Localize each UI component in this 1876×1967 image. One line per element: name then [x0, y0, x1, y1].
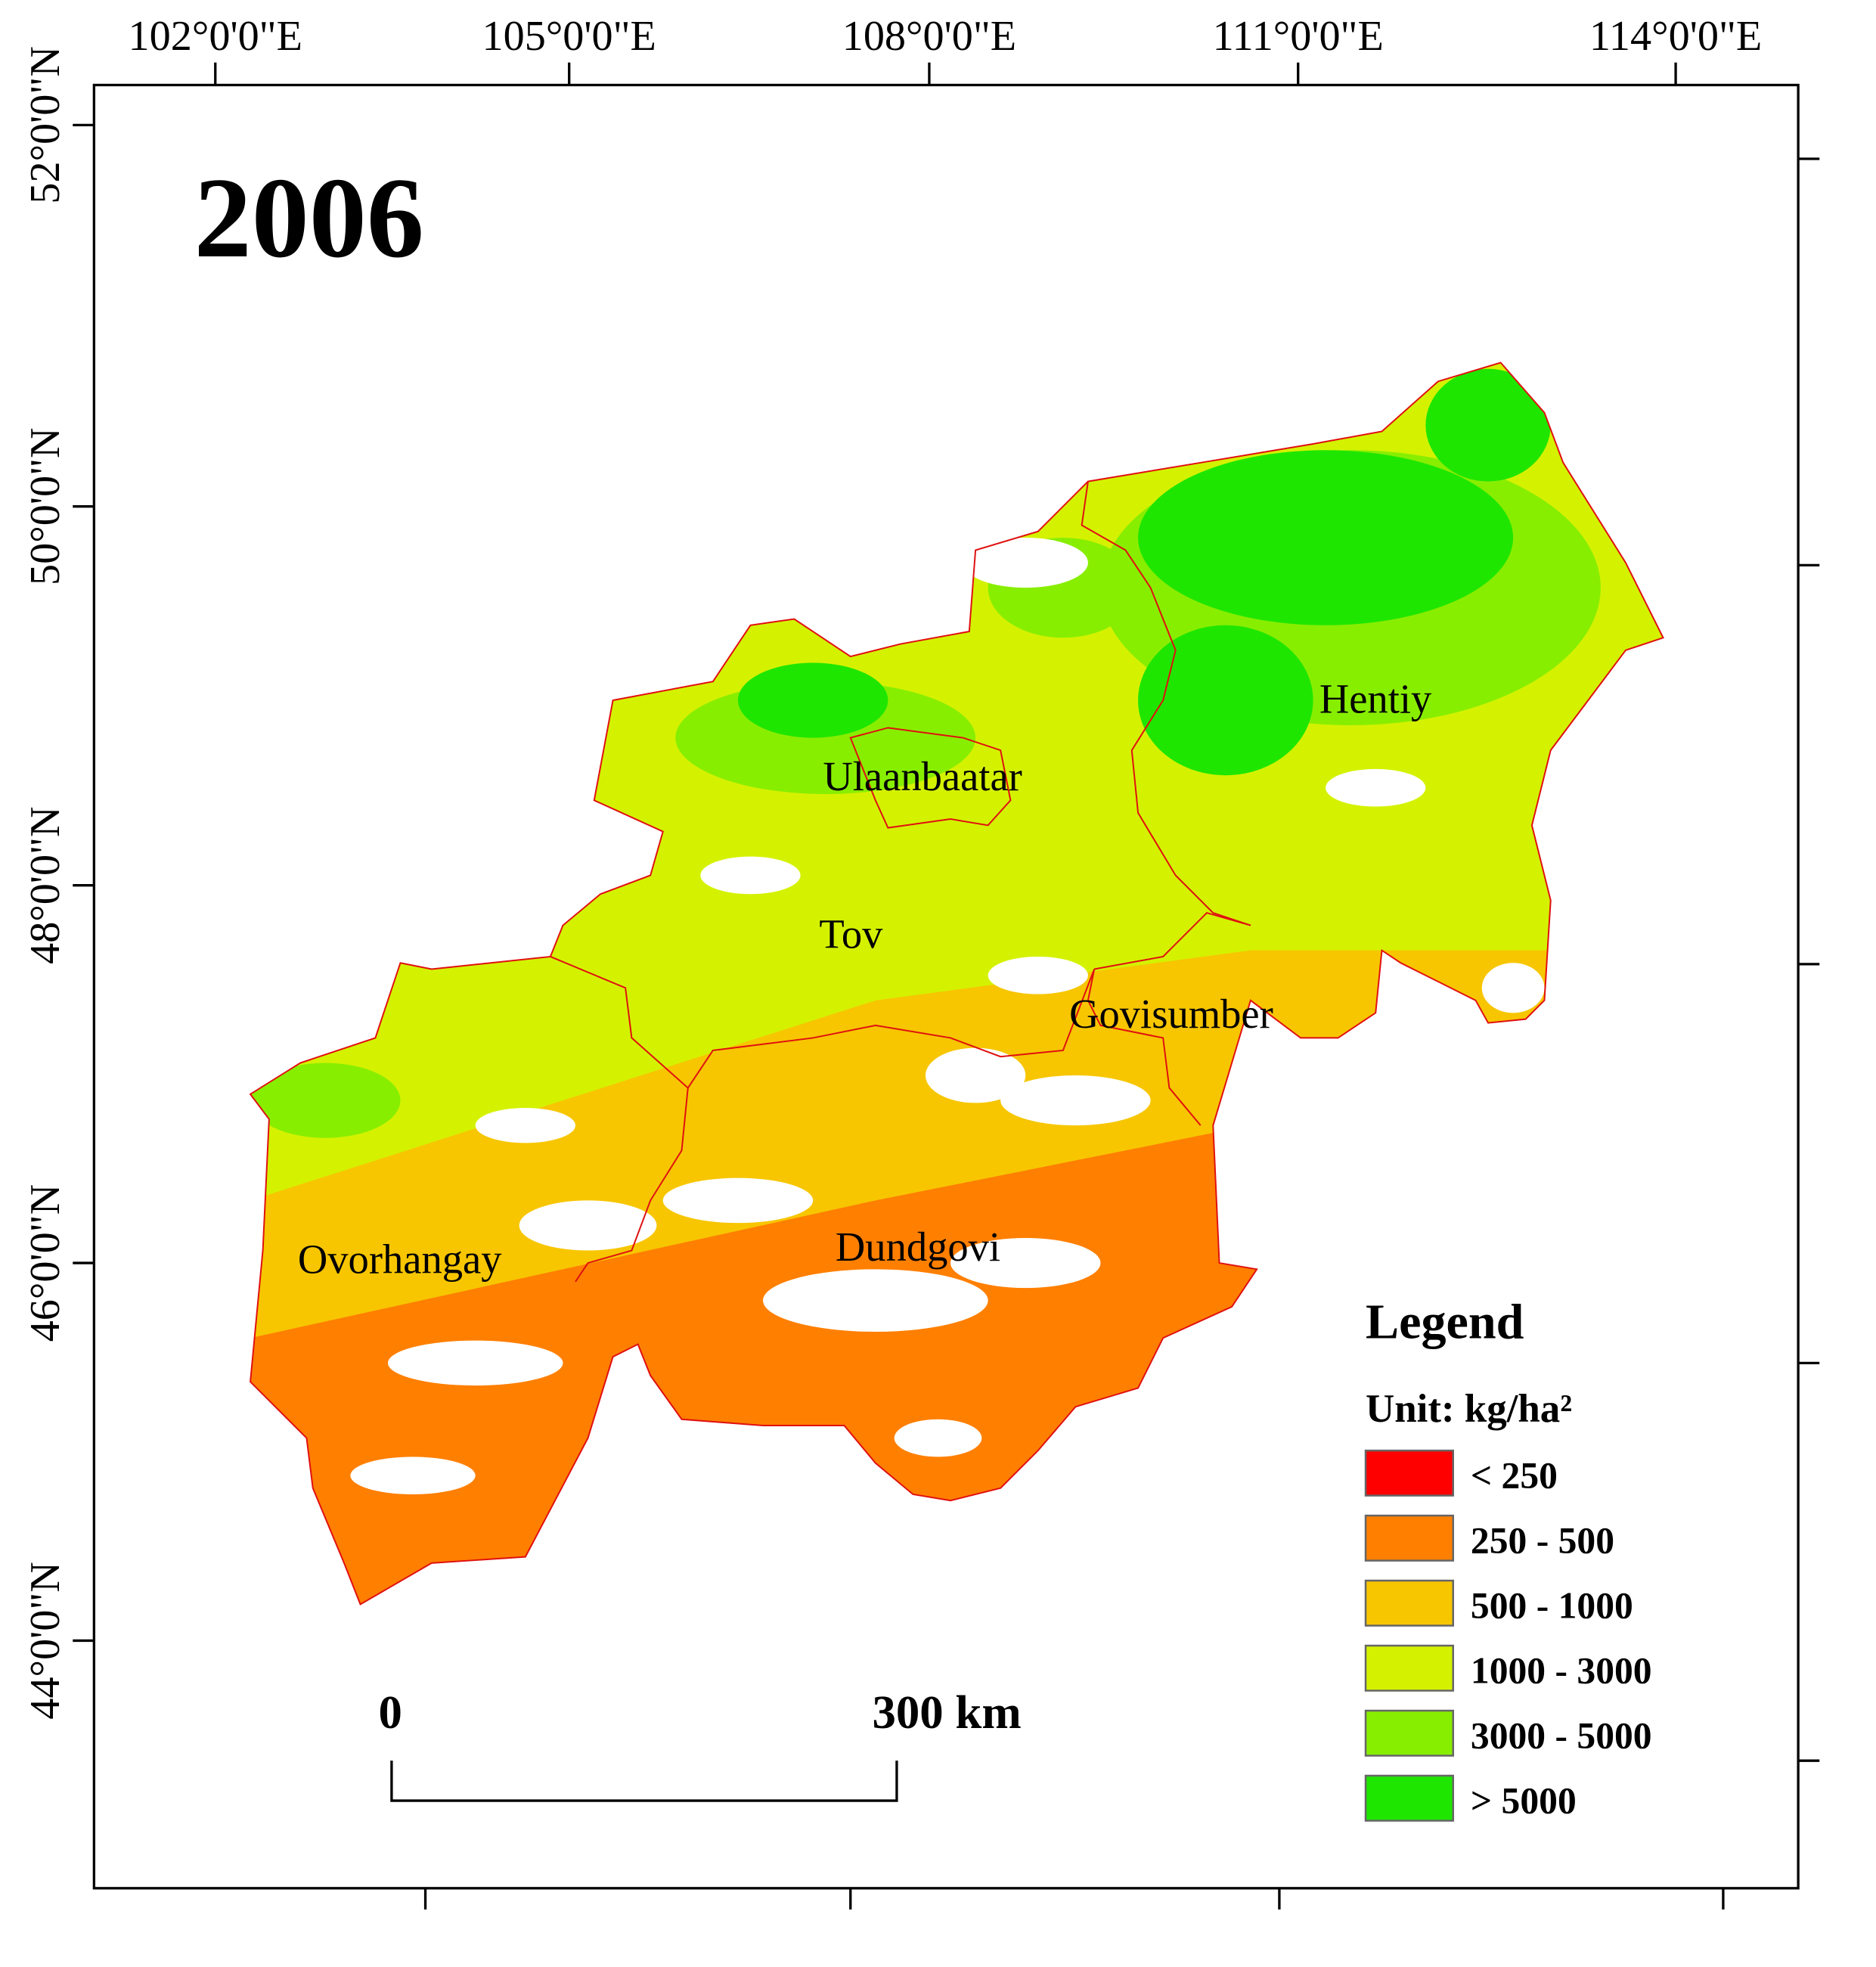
legend-label: 500 - 1000	[1471, 1585, 1633, 1627]
region-label: Ovorhangay	[298, 1236, 502, 1282]
legend-swatch	[1364, 1644, 1454, 1692]
map-title: 2006	[194, 154, 424, 281]
legend-swatch	[1364, 1774, 1454, 1822]
legend-swatch	[1364, 1579, 1454, 1627]
zone	[250, 1063, 401, 1138]
legend-unit: Unit: kg/ha²	[1366, 1387, 1572, 1431]
map-frame	[73, 62, 1820, 1910]
zone	[1425, 368, 1551, 482]
latitude-label: 52°0'0"N	[22, 46, 69, 204]
region-label: Govisumber	[1069, 991, 1273, 1037]
longitude-label: 102°0'0"E	[129, 13, 302, 60]
latitude-label: 46°0'0"N	[22, 1184, 69, 1342]
legend-label: 250 - 500	[1471, 1520, 1614, 1562]
region-label: Ulaanbaatar	[823, 753, 1022, 799]
legend-swatch	[1364, 1709, 1454, 1757]
longitude-label: 111°0'0"E	[1213, 13, 1384, 60]
zone	[1138, 450, 1514, 625]
longitude-label: 105°0'0"E	[482, 13, 656, 60]
legend-label: 3000 - 5000	[1471, 1715, 1652, 1757]
legend-label: 1000 - 3000	[1471, 1650, 1652, 1692]
legend-label: < 250	[1471, 1455, 1558, 1497]
scale-label: 300 km	[872, 1686, 1021, 1739]
legend-swatch	[1364, 1449, 1454, 1497]
scale-label: 0	[379, 1686, 402, 1739]
latitude-label: 48°0'0"N	[22, 806, 69, 964]
scale-bar	[390, 1761, 898, 1802]
longitude-label: 114°0'0"E	[1589, 13, 1762, 60]
latitude-label: 50°0'0"N	[22, 427, 69, 585]
region-label: Dundgovi	[836, 1224, 1000, 1270]
region-label: Hentiy	[1319, 676, 1432, 722]
zone	[737, 662, 888, 738]
region-label: Tov	[819, 911, 883, 957]
legend-swatch	[1364, 1514, 1454, 1562]
zone	[1138, 625, 1313, 776]
legend-title: Legend	[1366, 1294, 1524, 1349]
longitude-label: 108°0'0"E	[842, 13, 1016, 60]
no-data-patches	[350, 538, 1545, 1494]
legend-label: > 5000	[1471, 1780, 1577, 1822]
latitude-label: 44°0'0"N	[22, 1562, 69, 1720]
legend: < 250 250 - 500 500 - 1000 1000 - 3000 3000 …	[1364, 1449, 1652, 1822]
region-borders	[249, 361, 1664, 1606]
